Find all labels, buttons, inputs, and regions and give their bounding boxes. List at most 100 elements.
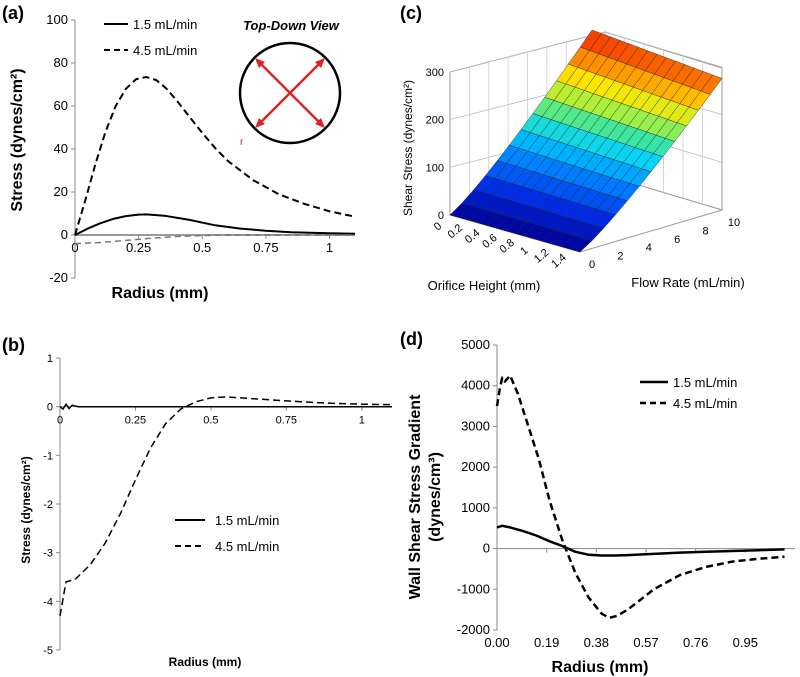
z-tick-label: 100 bbox=[426, 162, 444, 174]
inset-arrowhead-3 bbox=[315, 58, 325, 68]
series-solid-line bbox=[59, 403, 392, 410]
panel-b-legend-1: 1.5 mL/min bbox=[215, 513, 279, 528]
y-tick-label: -5 bbox=[43, 645, 53, 657]
panel-a-legend-2: 4.5 mL/min bbox=[133, 43, 197, 58]
panel-b-y-title: Stress (dynes/cm²) bbox=[19, 456, 33, 563]
panel-a-lines bbox=[74, 76, 356, 245]
y-tick-label: -2000 bbox=[457, 622, 490, 637]
panel-b-x-title: Radius (mm) bbox=[169, 655, 242, 669]
inset-circle bbox=[238, 41, 342, 145]
y-tick-label: -4 bbox=[43, 596, 53, 608]
y-tick-label: 3000 bbox=[461, 418, 490, 433]
inset-arrowhead-2 bbox=[315, 118, 325, 128]
x-tick-label: 0.95 bbox=[733, 635, 758, 650]
x-tick-label: 1 bbox=[326, 240, 333, 255]
y-tick-label: 4 bbox=[646, 242, 652, 254]
series-dashed-line bbox=[59, 396, 393, 617]
x-tick-label: 0.57 bbox=[633, 635, 658, 650]
x-tick-label: 0.38 bbox=[584, 635, 609, 650]
x-tick-label: 0.5 bbox=[203, 415, 218, 427]
x-tick-label: 0 bbox=[71, 240, 78, 255]
x-tick-label: 0 bbox=[432, 220, 444, 233]
surface-patch bbox=[570, 238, 593, 253]
y-tick-label: -1 bbox=[43, 450, 53, 462]
panel-d-y-title-2: (dynes/cm³) bbox=[427, 452, 444, 542]
panel-c-y-title: Flow Rate (mL/min) bbox=[631, 275, 744, 290]
panel-b-lines bbox=[59, 396, 393, 617]
y-tick-label: 6 bbox=[674, 234, 680, 246]
x-tick-label: 0.6 bbox=[480, 232, 499, 251]
panel-a-label: (a) bbox=[2, 3, 24, 23]
y-tick-label: 2000 bbox=[461, 459, 490, 474]
x-tick-label: 0.75 bbox=[253, 240, 278, 255]
y-tick-label: -20 bbox=[49, 270, 68, 285]
inset-arrowhead-1 bbox=[255, 58, 265, 68]
panel-d-axes: -2000 -1000 0 1000 2000 3000 4000 5000 0.00 0.19 0… bbox=[457, 337, 795, 650]
inset-title: Top-Down View bbox=[243, 18, 340, 33]
y-tick-label: 4000 bbox=[461, 378, 490, 393]
y-tick-label: 60 bbox=[54, 98, 68, 113]
y-tick-label: 10 bbox=[728, 217, 740, 229]
panel-a-y-title: Stress (dynes/cm²) bbox=[9, 68, 26, 211]
y-tick-label: 0 bbox=[61, 227, 68, 242]
panel-a-x-title: Radius (mm) bbox=[112, 285, 209, 302]
inset-arrow-2 bbox=[258, 61, 322, 125]
x-tick-label: 0.76 bbox=[683, 635, 708, 650]
y-tick-label: 1 bbox=[47, 353, 53, 365]
panel-c-surface bbox=[449, 29, 723, 253]
x-tick-label: 0.75 bbox=[276, 415, 297, 427]
panel-d-legend-1: 1.5 mL/min bbox=[673, 375, 737, 390]
x-tick-label: 0.5 bbox=[193, 240, 211, 255]
panel-a-legend-1: 1.5 mL/min bbox=[133, 17, 197, 32]
series-solid-line bbox=[74, 213, 356, 236]
y-tick-label: 5000 bbox=[461, 337, 490, 352]
panel-b-label: (b) bbox=[2, 335, 25, 355]
z-tick-label: 0 bbox=[438, 210, 444, 222]
z-tick-label: 300 bbox=[426, 67, 444, 79]
y-tick-label: -2 bbox=[43, 499, 53, 511]
x-tick-label: 0.00 bbox=[484, 635, 509, 650]
x-tick-label: 0.4 bbox=[463, 227, 482, 246]
panel-d-legend-2: 4.5 mL/min bbox=[673, 396, 737, 411]
panel-d-y-title-1: Wall Shear Stress Gradient bbox=[407, 394, 424, 599]
panel-b: (b) -5 -4 -3 -2 -1 0 1 0 0.25 0.5 0.75 1 Radius (mm… bbox=[2, 335, 393, 669]
y-tick-label: 2 bbox=[617, 251, 623, 263]
x-tick-label: 0.25 bbox=[125, 415, 146, 427]
inset-arrowhead-4 bbox=[255, 118, 265, 128]
z-tick-label: 200 bbox=[426, 115, 444, 127]
series-solid-line bbox=[496, 524, 785, 557]
x-tick-label: 0.25 bbox=[126, 240, 151, 255]
y-tick-label: 20 bbox=[54, 184, 68, 199]
x-tick-label: 0.19 bbox=[534, 635, 559, 650]
series-dashed-line bbox=[74, 76, 356, 236]
y-tick-label: 1000 bbox=[461, 500, 490, 515]
panel-d-label: (d) bbox=[400, 329, 423, 349]
panel-d: (d) -2000 -1000 0 1000 2000 3000 4000 5000 0.00 0… bbox=[400, 329, 795, 676]
panel-d-x-title: Radius (mm) bbox=[552, 659, 649, 676]
y-tick-label: -1000 bbox=[457, 581, 490, 596]
panel-b-legend-2: 4.5 mL/min bbox=[215, 539, 279, 554]
y-tick-label: 0 bbox=[589, 259, 595, 271]
series-dashed-line bbox=[495, 374, 785, 620]
x-tick-label: 0 bbox=[57, 415, 63, 427]
inset-r-label: r bbox=[240, 137, 244, 148]
x-tick-label: 0.8 bbox=[497, 237, 516, 256]
x-tick-label: 1.4 bbox=[549, 252, 568, 271]
panel-d-lines bbox=[495, 374, 785, 620]
y-tick-label: -3 bbox=[43, 548, 53, 560]
panel-c-label: (c) bbox=[400, 3, 422, 23]
x-tick-label: 1 bbox=[359, 415, 365, 427]
series-dashed-grey-line bbox=[74, 234, 355, 245]
y-tick-label: 0 bbox=[47, 402, 53, 414]
x-tick-label: 1.2 bbox=[532, 247, 551, 266]
y-tick-label: 80 bbox=[54, 55, 68, 70]
y-tick-label: 100 bbox=[46, 12, 68, 27]
x-tick-label: 1 bbox=[518, 245, 530, 258]
x-tick-label: 0.2 bbox=[446, 222, 465, 241]
panel-c-x-title: Orifice Height (mm) bbox=[428, 278, 541, 293]
panel-b-axes: -5 -4 -3 -2 -1 0 1 0 0.25 0.5 0.75 1 bbox=[43, 353, 392, 657]
